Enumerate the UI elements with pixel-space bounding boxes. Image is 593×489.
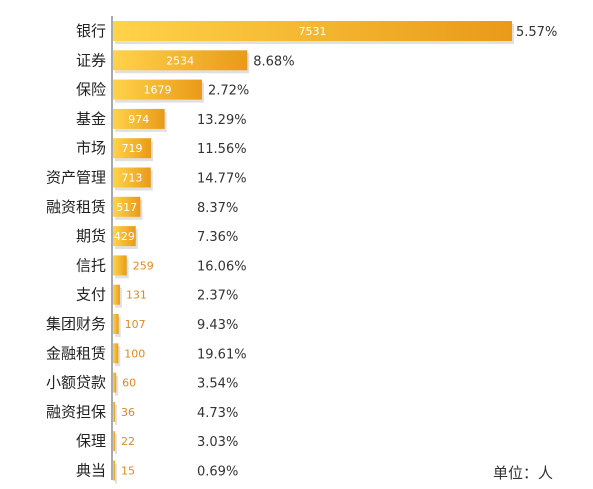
- percentage-label: 0.69%: [197, 465, 238, 480]
- bar: [113, 50, 248, 71]
- percentage-label: 8.37%: [197, 201, 238, 216]
- percentage-label: 13.29%: [197, 113, 247, 128]
- category-label: 保险: [76, 81, 106, 99]
- bar: [113, 255, 127, 276]
- value-label: 15: [121, 465, 135, 478]
- unit-label: 单位：人: [492, 464, 553, 482]
- percentage-label: 7.36%: [197, 230, 238, 245]
- percentage-label: 8.68%: [253, 54, 294, 69]
- percentage-label: 3.54%: [197, 377, 238, 392]
- percentage-label: 9.43%: [197, 318, 238, 333]
- value-label: 713: [121, 172, 142, 185]
- category-label: 银行: [76, 22, 106, 40]
- value-label: 107: [125, 318, 146, 331]
- category-label: 小额贷款: [46, 374, 106, 392]
- category-label: 期货: [76, 227, 106, 245]
- bar-shadow: [115, 375, 119, 396]
- value-label: 719: [122, 142, 143, 155]
- percentage-label: 11.56%: [197, 142, 247, 157]
- percentage-label: 2.72%: [208, 84, 249, 99]
- bar: [113, 108, 165, 129]
- bar-shadow: [115, 463, 117, 484]
- bar: [113, 343, 119, 364]
- value-label: 22: [121, 435, 135, 448]
- value-label: 2534: [166, 54, 194, 67]
- percentage-label: 5.57%: [516, 25, 557, 40]
- value-label: 429: [114, 230, 135, 243]
- bar: [113, 167, 151, 188]
- bar: [113, 284, 120, 305]
- value-label: 36: [121, 406, 135, 419]
- value-label: 1679: [143, 84, 171, 97]
- category-label: 基金: [76, 110, 106, 128]
- category-label: 典当: [76, 462, 106, 480]
- bar: [113, 138, 152, 159]
- percentage-label: 4.73%: [197, 406, 238, 421]
- bar: [113, 431, 115, 452]
- bar-shadow: [115, 434, 117, 455]
- bar: [113, 79, 202, 100]
- category-label: 集团财务: [46, 315, 106, 333]
- percentage-label: 14.77%: [197, 172, 247, 187]
- category-label: 证券: [76, 51, 106, 69]
- bar: [113, 401, 115, 422]
- bar: [113, 460, 115, 481]
- category-label: 保理: [76, 432, 106, 450]
- category-label: 信托: [76, 256, 106, 274]
- value-label: 100: [124, 347, 145, 360]
- category-label: 融资担保: [46, 403, 106, 421]
- bar: [113, 196, 141, 217]
- percentage-label: 19.61%: [197, 347, 247, 362]
- value-label: 974: [128, 113, 149, 126]
- category-label: 市场: [76, 139, 106, 157]
- value-label: 259: [133, 259, 154, 272]
- bar: [113, 226, 136, 247]
- bar: [113, 372, 117, 393]
- value-label: 131: [126, 289, 147, 302]
- value-label: 60: [122, 377, 136, 390]
- category-label: 资产管理: [46, 169, 106, 187]
- value-label: 7531: [299, 25, 327, 38]
- bar: [113, 21, 512, 41]
- percentage-label: 2.37%: [197, 289, 238, 304]
- value-label: 517: [116, 201, 137, 214]
- category-label: 融资租赁: [46, 198, 106, 216]
- bar: [113, 314, 119, 334]
- percentage-label: 16.06%: [197, 259, 247, 274]
- percentage-label: 3.03%: [197, 435, 238, 450]
- category-label: 支付: [76, 286, 106, 304]
- category-label: 金融租赁: [46, 344, 106, 362]
- bar-shadow: [115, 404, 117, 425]
